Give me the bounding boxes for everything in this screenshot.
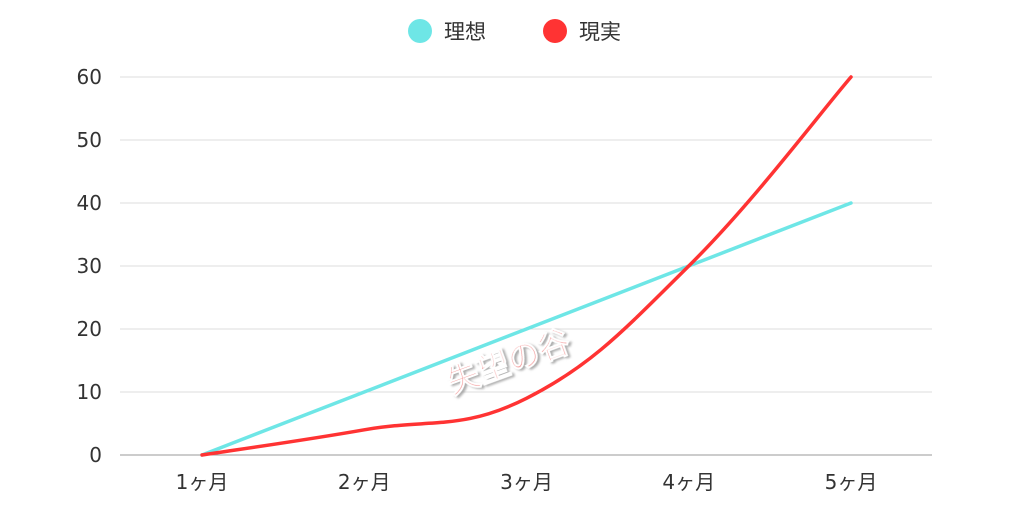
y-tick-label: 30	[77, 254, 102, 278]
series-lines	[200, 75, 853, 457]
legend-label: 現実	[579, 20, 621, 44]
series-line-actual	[200, 75, 853, 457]
y-tick-label: 20	[77, 317, 102, 341]
y-axis: 0 10 20 30 40 50 60	[77, 65, 102, 467]
legend: 理想 現実	[408, 19, 621, 44]
y-tick-label: 0	[89, 443, 102, 467]
x-axis: 1ヶ月 2ヶ月 3ヶ月 4ヶ月 5ヶ月	[176, 470, 878, 494]
x-tick-label: 1ヶ月	[176, 470, 229, 494]
y-tick-label: 50	[77, 128, 102, 152]
series-line-ideal	[200, 201, 853, 457]
legend-label: 理想	[444, 20, 486, 44]
y-tick-label: 60	[77, 65, 102, 89]
legend-marker	[408, 19, 432, 43]
y-tick-label: 40	[77, 191, 102, 215]
x-tick-label: 3ヶ月	[500, 470, 553, 494]
legend-marker	[543, 19, 567, 43]
y-tick-label: 10	[77, 380, 102, 404]
annotations: 失望の谷	[441, 322, 575, 402]
x-tick-label: 4ヶ月	[662, 470, 715, 494]
annotation-label: 失望の谷	[442, 322, 575, 401]
x-tick-label: 2ヶ月	[338, 470, 391, 494]
x-tick-label: 5ヶ月	[825, 470, 878, 494]
